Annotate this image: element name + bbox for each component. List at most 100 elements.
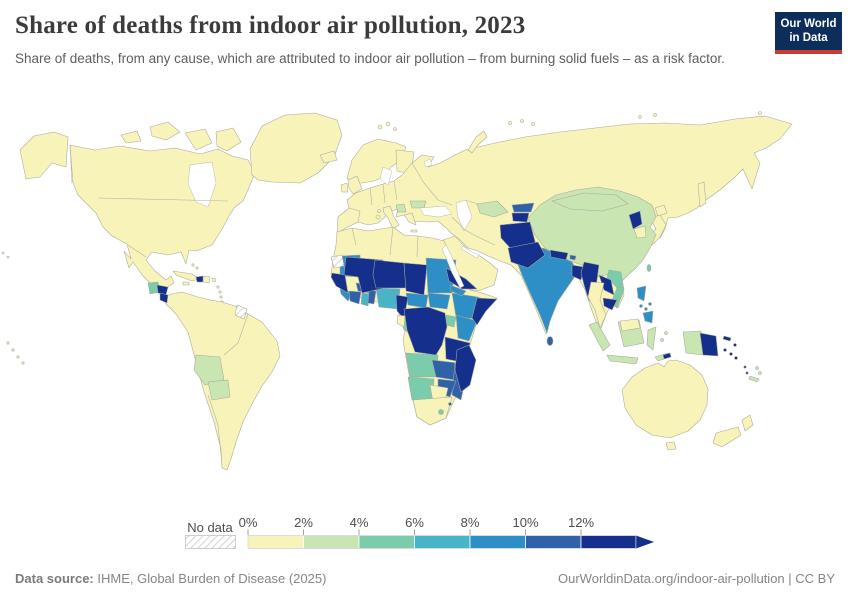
- country-chad[interactable]: [403, 262, 428, 296]
- country-indonesia-java[interactable]: [606, 354, 639, 365]
- country-cote-divoire[interactable]: [348, 290, 362, 305]
- border-europe-3: [382, 183, 386, 204]
- country-kenya[interactable]: [455, 314, 478, 342]
- country-lesotho[interactable]: [438, 409, 444, 415]
- legend-bin-0[interactable]: [247, 535, 304, 549]
- country-solomon-islands[interactable]: [723, 348, 727, 352]
- country-myanmar[interactable]: [580, 261, 600, 302]
- country-senegal-guinea[interactable]: [330, 272, 349, 294]
- country-fiji[interactable]: [755, 366, 759, 370]
- country-new-zealand[interactable]: [741, 414, 754, 432]
- country-united-kingdom[interactable]: [347, 175, 363, 195]
- country-kyrgyzstan[interactable]: [511, 202, 535, 213]
- country-new-zealand[interactable]: [712, 426, 742, 448]
- region-french-guiana-nodata[interactable]: [234, 304, 248, 320]
- country-cambodia[interactable]: [602, 297, 618, 311]
- country-uganda[interactable]: [445, 314, 457, 328]
- country-south-korea[interactable]: [633, 225, 647, 239]
- country-south-sudan[interactable]: [427, 292, 451, 310]
- country-indonesia-sumatra[interactable]: [588, 321, 611, 352]
- country-philippines-mindanao[interactable]: [642, 310, 654, 324]
- country-greece[interactable]: [403, 212, 417, 226]
- country-japan[interactable]: [654, 204, 668, 217]
- country-ireland[interactable]: [340, 182, 349, 193]
- country-philippines-visayas[interactable]: [644, 307, 648, 311]
- country-alaska[interactable]: [19, 131, 69, 180]
- country-vanuatu[interactable]: [745, 371, 749, 375]
- legend-bin-1[interactable]: [303, 535, 360, 549]
- country-indonesia-sulawesi[interactable]: [646, 326, 657, 351]
- border-alaska-canada: [69, 144, 73, 184]
- legend-bin-3[interactable]: [414, 535, 471, 549]
- pacific-island-dot: [16, 355, 20, 359]
- legend-bin-5[interactable]: [525, 535, 582, 549]
- world-map: [1, 111, 793, 471]
- country-dominican-republic[interactable]: [202, 275, 211, 284]
- country-sri-lanka[interactable]: [546, 336, 554, 346]
- country-china[interactable]: [527, 186, 657, 282]
- country-italy[interactable]: [382, 205, 400, 230]
- island-novaya-zemlya: [467, 130, 488, 154]
- country-vanuatu[interactable]: [743, 365, 747, 369]
- region-western-sahara-nodata[interactable]: [330, 254, 345, 269]
- country-haiti[interactable]: [195, 275, 204, 283]
- country-jamaica[interactable]: [182, 281, 190, 286]
- country-tajikistan[interactable]: [511, 212, 530, 223]
- country-bolivia[interactable]: [193, 354, 225, 386]
- arctic-island: [149, 121, 181, 141]
- arctic-island-dot: [638, 115, 642, 119]
- country-gabon[interactable]: [396, 314, 406, 328]
- country-namibia[interactable]: [407, 376, 435, 403]
- legend-tick-label: 10%: [512, 515, 538, 530]
- country-north-america[interactable]: [69, 144, 256, 305]
- footer-link[interactable]: OurWorldinData.org/indoor-air-pollution …: [558, 571, 835, 586]
- country-uzbekistan[interactable]: [476, 200, 509, 218]
- legend-no-data-swatch[interactable]: [185, 535, 236, 549]
- country-philippines-visayas[interactable]: [648, 302, 652, 306]
- owid-logo[interactable]: Our World in Data: [775, 12, 842, 54]
- country-solomon-islands[interactable]: [734, 356, 738, 360]
- country-papua-new-guinea[interactable]: [699, 332, 719, 357]
- island-moluccas: [664, 331, 668, 335]
- country-madagascar[interactable]: [454, 344, 477, 393]
- country-south-africa[interactable]: [412, 396, 453, 426]
- country-taiwan[interactable]: [646, 264, 652, 272]
- country-fiji[interactable]: [758, 371, 762, 375]
- country-puerto-rico[interactable]: [211, 277, 217, 283]
- country-malaysia-borneo[interactable]: [619, 318, 641, 332]
- legend-arrow[interactable]: [636, 535, 654, 549]
- legend-bin-2[interactable]: [358, 535, 415, 549]
- country-australia[interactable]: [621, 359, 709, 439]
- country-mongolia[interactable]: [551, 192, 629, 212]
- country-eritrea[interactable]: [449, 284, 467, 297]
- country-thailand[interactable]: [587, 281, 607, 329]
- legend-tick-label: 4%: [350, 515, 369, 530]
- legend-bin-6[interactable]: [580, 535, 637, 549]
- country-greenland[interactable]: [249, 112, 343, 184]
- country-bosnia[interactable]: [395, 203, 407, 213]
- country-eswatini[interactable]: [448, 402, 452, 406]
- country-timor-leste[interactable]: [662, 352, 672, 360]
- country-niger[interactable]: [372, 259, 407, 289]
- border-europe-1: [348, 207, 361, 223]
- country-iceland[interactable]: [319, 150, 338, 164]
- country-north-korea[interactable]: [628, 210, 643, 230]
- chart-subtitle: Share of deaths, from any cause, which a…: [15, 51, 725, 66]
- country-solomon-islands[interactable]: [729, 352, 733, 356]
- country-paraguay[interactable]: [207, 379, 231, 401]
- country-nicaragua[interactable]: [159, 292, 169, 304]
- country-hungary-region[interactable]: [409, 200, 427, 209]
- arctic-island: [120, 130, 142, 144]
- country-bhutan[interactable]: [569, 254, 577, 261]
- arctic-island-dot: [508, 121, 512, 125]
- country-bangladesh[interactable]: [571, 264, 585, 281]
- country-pakistan[interactable]: [507, 241, 546, 269]
- country-philippines-visayas[interactable]: [639, 304, 643, 308]
- chart-header: Share of deaths from indoor air pollutio…: [15, 12, 765, 69]
- country-philippines-luzon[interactable]: [636, 285, 647, 302]
- country-nepal[interactable]: [549, 249, 569, 261]
- country-cuba[interactable]: [172, 270, 200, 282]
- legend-bin-4[interactable]: [469, 535, 526, 549]
- country-dr-congo[interactable]: [403, 306, 448, 356]
- country-somalia[interactable]: [471, 297, 498, 326]
